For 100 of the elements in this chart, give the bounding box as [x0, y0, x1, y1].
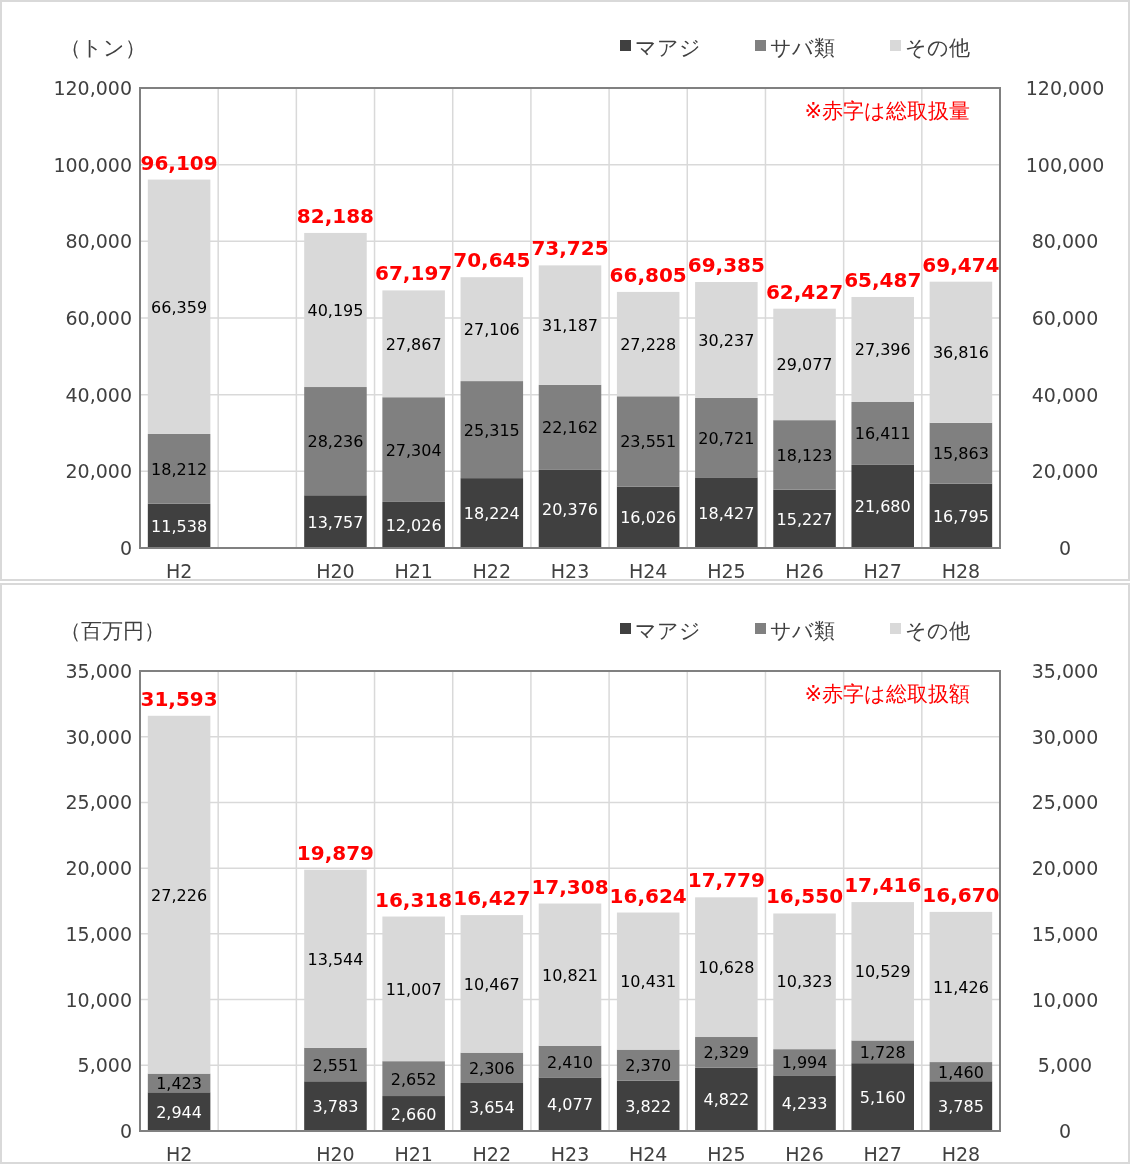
bar — [695, 397, 758, 478]
data-label: 11,538 — [151, 516, 208, 536]
data-label: 2,370 — [625, 1056, 672, 1076]
data-label: 29,077 — [776, 355, 833, 375]
y2-tick-label: 35,000 — [1031, 660, 1099, 682]
legend-label: サバ類 — [770, 619, 835, 643]
x-tick-label: H25 — [707, 560, 746, 582]
y-tick-label: 40,000 — [65, 383, 132, 406]
total-label: 19,879 — [296, 840, 375, 865]
x-tick-label: H21 — [394, 560, 433, 582]
y2-tick-label: 120,000 — [1025, 77, 1105, 99]
bar — [538, 384, 602, 470]
bar — [304, 387, 367, 496]
total-label: 16,427 — [453, 886, 531, 911]
data-label: 3,785 — [938, 1097, 984, 1117]
bar — [460, 381, 524, 479]
data-label: 27,867 — [385, 334, 442, 354]
data-label: 13,757 — [307, 512, 364, 532]
total-label: 82,188 — [296, 203, 375, 228]
data-label: 10,821 — [542, 965, 598, 985]
data-label: 3,654 — [468, 1097, 515, 1117]
data-label: 10,431 — [620, 972, 677, 992]
x-tick-label: H24 — [628, 560, 668, 582]
data-label: 2,652 — [390, 1069, 437, 1089]
y-tick-label: 0 — [119, 1120, 132, 1142]
bar — [304, 1081, 367, 1131]
data-label: 22,162 — [542, 418, 598, 438]
total-label: 16,670 — [922, 882, 1000, 907]
data-label: 10,529 — [854, 962, 911, 982]
bar — [616, 396, 680, 487]
data-label: 11,007 — [385, 979, 442, 999]
data-label: 3,783 — [312, 1097, 359, 1117]
bar — [929, 422, 993, 484]
data-label: 20,376 — [542, 499, 598, 519]
y2-tick-label: 100,000 — [1025, 153, 1105, 176]
data-label: 18,224 — [463, 504, 520, 524]
legend-label: その他 — [905, 36, 970, 60]
data-label: 1,423 — [156, 1073, 202, 1093]
x-tick-label: H2 — [165, 560, 193, 582]
annotation: ※赤字は総取扱額 — [804, 682, 970, 706]
y2-tick-label: 25,000 — [1031, 791, 1099, 814]
total-label: 16,318 — [375, 887, 453, 912]
data-label: 40,195 — [307, 300, 364, 320]
data-label: 1,460 — [938, 1062, 984, 1082]
x-tick-label: H27 — [863, 560, 902, 582]
data-label: 27,396 — [854, 340, 911, 360]
x-tick-label: H20 — [316, 1143, 355, 1165]
y-tick-label: 100,000 — [53, 153, 132, 176]
x-tick-label: H28 — [941, 1143, 981, 1165]
data-label: 27,106 — [463, 320, 520, 340]
x-tick-label: H2 — [165, 1143, 193, 1165]
y2-tick-label: 40,000 — [1031, 383, 1099, 406]
y-axis-title: （百万円） — [60, 619, 165, 643]
y2-tick-label: 20,000 — [1031, 460, 1099, 483]
data-label: 2,410 — [547, 1052, 593, 1072]
annotation: ※赤字は総取扱量 — [804, 99, 970, 123]
x-tick-label: H26 — [785, 1143, 824, 1165]
x-tick-label: H24 — [628, 1143, 668, 1165]
data-label: 25,315 — [463, 420, 520, 440]
y-axis-title: （トン） — [60, 36, 146, 60]
total-label: 16,624 — [609, 883, 687, 908]
total-label: 65,487 — [844, 267, 922, 292]
data-label: 4,077 — [547, 1095, 593, 1115]
data-label: 20,721 — [698, 428, 755, 448]
bar — [851, 1063, 914, 1131]
data-label: 21,680 — [854, 497, 911, 517]
y-tick-label: 30,000 — [65, 725, 132, 748]
total-label: 62,427 — [765, 279, 844, 304]
data-label: 1,994 — [781, 1053, 828, 1073]
data-label: 28,236 — [307, 432, 364, 452]
legend-label: サバ類 — [770, 36, 835, 60]
data-label: 12,026 — [385, 515, 442, 535]
data-label: 27,304 — [385, 440, 442, 460]
y2-tick-label: 0 — [1058, 1120, 1072, 1142]
bar — [773, 420, 836, 490]
total-label: 73,725 — [531, 236, 609, 261]
total-label: 96,109 — [140, 150, 218, 175]
bar — [695, 1067, 758, 1131]
y2-tick-label: 20,000 — [1031, 857, 1099, 880]
bar — [382, 397, 445, 502]
data-label: 1,728 — [859, 1042, 906, 1062]
y2-tick-label: 0 — [1058, 537, 1072, 559]
total-label: 16,550 — [765, 884, 844, 909]
x-tick-label: H25 — [707, 1143, 746, 1165]
bar — [147, 433, 211, 504]
y-tick-label: 35,000 — [65, 660, 132, 682]
total-label: 69,385 — [687, 253, 765, 278]
y2-tick-label: 30,000 — [1031, 725, 1099, 748]
bar — [851, 401, 914, 465]
y-tick-label: 15,000 — [65, 922, 132, 945]
y2-tick-label: 5,000 — [1037, 1054, 1093, 1077]
data-label: 15,863 — [932, 444, 989, 464]
data-label: 31,187 — [542, 316, 598, 336]
y2-tick-label: 80,000 — [1031, 230, 1099, 253]
bar — [695, 477, 758, 548]
total-label: 31,593 — [140, 686, 218, 711]
bar — [773, 489, 836, 548]
y-tick-label: 10,000 — [65, 988, 132, 1011]
data-label: 10,628 — [698, 958, 755, 978]
x-tick-label: H22 — [472, 560, 512, 582]
